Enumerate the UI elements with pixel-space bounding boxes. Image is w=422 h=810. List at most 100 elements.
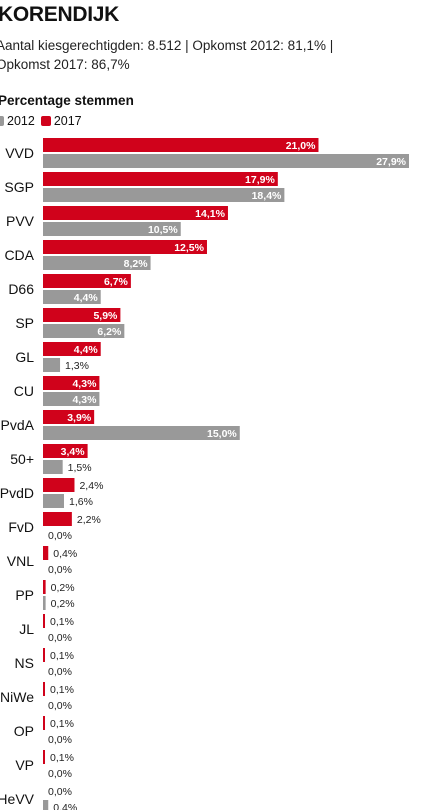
- value-label-2012-sgp: 18,4%: [252, 190, 282, 202]
- category-label-jl: JL: [19, 621, 34, 637]
- value-label-2012-vnl: 0,0%: [48, 564, 72, 576]
- bar-2012-hevv: [43, 800, 49, 810]
- category-label-niwe: NiWe: [0, 689, 34, 705]
- bar-2017-50: [43, 444, 88, 458]
- value-label-2012-jl: 0,0%: [48, 632, 72, 644]
- value-label-2012-fvd: 0,0%: [48, 530, 72, 542]
- value-label-2012-vp: 0,0%: [48, 768, 72, 780]
- bar-2012-d66: [43, 290, 101, 304]
- bar-2012-gl: [43, 358, 61, 372]
- bar-2017-cda: [43, 240, 207, 254]
- chart-legend: 2012 2017: [0, 114, 88, 128]
- value-label-2017-niwe: 0,1%: [50, 684, 74, 696]
- bar-2012-pp: [43, 596, 46, 610]
- bar-2012-50: [43, 460, 63, 474]
- category-label-vvd: VVD: [5, 145, 34, 161]
- value-label-2017-pvdd: 2,4%: [79, 480, 103, 492]
- bar-2012-sgp: [43, 188, 285, 202]
- value-label-2012-cu: 4,3%: [72, 394, 97, 406]
- value-label-2017-vp: 0,1%: [50, 752, 74, 764]
- value-label-2012-pvv: 10,5%: [148, 224, 178, 236]
- category-label-op: OP: [14, 723, 34, 739]
- category-label-pvdd: PvdD: [0, 485, 34, 501]
- bar-2017-pvv: [43, 206, 228, 220]
- bar-2017-pvda: [43, 410, 95, 424]
- category-label-sgp: SGP: [4, 179, 34, 195]
- value-label-2012-vvd: 27,9%: [376, 156, 406, 168]
- category-label-50: 50+: [10, 451, 34, 467]
- value-label-2017-cda: 12,5%: [174, 242, 204, 254]
- bar-2012-vvd: [43, 154, 409, 168]
- category-label-pvv: PVV: [6, 213, 35, 229]
- turnout-info: Aantal kiesgerechtigden: 8.512 | Opkomst…: [0, 38, 334, 72]
- value-label-2017-pvv: 14,1%: [195, 208, 225, 220]
- bar-2012-cda: [43, 256, 151, 270]
- value-label-2012-50: 1,5%: [68, 462, 92, 474]
- bar-2017-cu: [43, 376, 100, 390]
- value-label-2017-ns: 0,1%: [50, 650, 74, 662]
- value-label-2017-sgp: 17,9%: [245, 174, 275, 186]
- value-label-2012-niwe: 0,0%: [48, 700, 72, 712]
- bar-2012-pvv: [43, 222, 181, 236]
- bar-2012-sp: [43, 324, 125, 338]
- legend-swatch-2017: [40, 116, 51, 126]
- value-label-2017-pvda: 3,9%: [67, 412, 92, 424]
- legend-item-2017: 2017: [40, 114, 82, 128]
- bar-2017-jl: [43, 614, 45, 628]
- value-label-2017-gl: 4,4%: [74, 344, 99, 356]
- value-label-2017-fvd: 2,2%: [77, 514, 101, 526]
- value-label-2017-50: 3,4%: [61, 446, 86, 458]
- value-label-2012-op: 0,0%: [48, 734, 72, 746]
- value-label-2012-pvda: 15,0%: [207, 428, 237, 440]
- bar-2017-niwe: [43, 682, 45, 696]
- category-label-fvd: FvD: [8, 519, 34, 535]
- value-label-2012-d66: 4,4%: [74, 292, 99, 304]
- bar-2017-pvdd: [43, 478, 75, 492]
- value-label-2017-vnl: 0,4%: [53, 548, 77, 560]
- value-label-2017-hevv: 0,0%: [48, 786, 72, 798]
- value-label-2012-sp: 6,2%: [97, 326, 122, 338]
- bar-2017-vp: [43, 750, 45, 764]
- value-label-2017-d66: 6,7%: [104, 276, 129, 288]
- value-label-2012-gl: 1,3%: [65, 360, 89, 372]
- bar-2017-op: [43, 716, 45, 730]
- value-label-2017-cu: 4,3%: [72, 378, 97, 390]
- value-label-2017-vvd: 21,0%: [286, 140, 316, 152]
- category-label-cu: CU: [14, 383, 34, 399]
- bar-2017-sgp: [43, 172, 278, 186]
- bar-2017-sp: [43, 308, 121, 322]
- value-label-2017-sp: 5,9%: [93, 310, 118, 322]
- category-label-gl: GL: [15, 349, 34, 365]
- page-title: KORENDIJK: [0, 3, 119, 26]
- value-label-2017-op: 0,1%: [50, 718, 74, 730]
- category-label-cda: CDA: [4, 247, 34, 263]
- value-label-2012-cda: 8,2%: [124, 258, 149, 270]
- value-label-2012-hevv: 0,4%: [53, 802, 77, 810]
- legend-swatch-2012: [0, 116, 4, 126]
- legend-label-2012: 2012: [7, 114, 35, 128]
- bar-2012-pvda: [43, 426, 240, 440]
- value-label-2012-pp: 0,2%: [51, 598, 75, 610]
- category-label-vp: VP: [15, 757, 34, 773]
- value-label-2012-pvdd: 1,6%: [69, 496, 93, 508]
- category-label-vnl: VNL: [7, 553, 34, 569]
- bar-2017-gl: [43, 342, 101, 356]
- category-label-d66: D66: [8, 281, 34, 297]
- bar-2012-pvdd: [43, 494, 64, 508]
- value-label-2017-pp: 0,2%: [51, 582, 75, 594]
- category-label-sp: SP: [15, 315, 34, 331]
- value-label-2017-jl: 0,1%: [50, 616, 74, 628]
- bar-2017-vvd: [43, 138, 319, 152]
- legend-label-2017: 2017: [53, 114, 82, 128]
- category-label-pp: PP: [15, 587, 34, 603]
- value-label-2012-ns: 0,0%: [48, 666, 72, 678]
- bar-2017-fvd: [43, 512, 72, 526]
- category-label-ns: NS: [15, 655, 34, 671]
- bar-2017-ns: [43, 648, 45, 662]
- bar-2017-vnl: [43, 546, 49, 560]
- category-label-pvda: PvdA: [1, 417, 35, 433]
- bar-2012-cu: [43, 392, 100, 406]
- chart-title: Percentage stemmen: [0, 93, 134, 108]
- legend-item-2012: 2012: [0, 114, 35, 128]
